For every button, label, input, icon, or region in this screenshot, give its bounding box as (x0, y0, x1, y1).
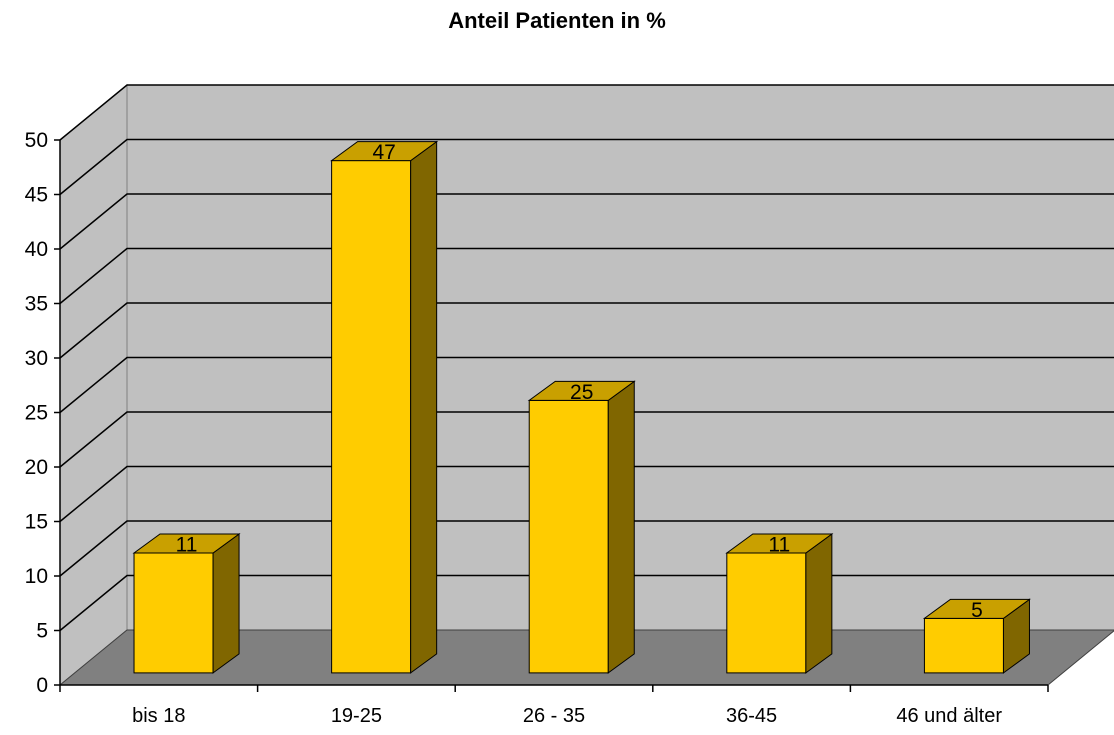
gridline (59, 356, 1114, 414)
y-tick-label: 5 (36, 620, 48, 643)
bar-top (922, 598, 1031, 619)
y-tick-label: 40 (25, 238, 48, 261)
bar (528, 399, 609, 674)
y-tick-label: 10 (25, 565, 48, 588)
bar (133, 552, 214, 674)
y-tick-label: 45 (25, 184, 48, 207)
chart-title: Anteil Patienten in % (448, 8, 666, 33)
x-tick-label: 36-45 (726, 705, 777, 727)
x-tick-label: 46 und älter (896, 705, 1002, 727)
y-tick-label: 25 (25, 402, 48, 425)
bars (132, 140, 1031, 674)
x-tick-label: 26 - 35 (523, 705, 585, 727)
data-label: 11 (176, 534, 198, 557)
gridline (59, 138, 1114, 196)
y-tick-label: 15 (25, 511, 48, 534)
gridline (59, 302, 1114, 359)
data-label: 11 (768, 534, 790, 557)
y-tick-label: 20 (25, 456, 48, 479)
y-tick-label: 30 (25, 347, 48, 370)
x-tick-label: 19-25 (331, 705, 382, 727)
data-labels: 11 47 25 11 5 (176, 141, 983, 622)
gridline (59, 411, 1114, 468)
bar-side (805, 533, 833, 674)
bar-top (527, 380, 636, 401)
axes: 0 5 10 15 20 25 30 35 40 45 50 bis 18 19-25 26 - 35 36… (25, 129, 1049, 727)
data-label: 47 (372, 141, 395, 164)
y-tick-label: 50 (25, 129, 48, 152)
gridline (59, 247, 1114, 305)
bar-side (212, 533, 240, 674)
data-label: 5 (971, 599, 983, 622)
bar-side (410, 140, 438, 674)
gridline (59, 193, 1114, 250)
gridline (59, 520, 1114, 577)
bar-top (132, 533, 241, 554)
x-tick-label: bis 18 (132, 705, 185, 727)
gridline (59, 84, 1114, 141)
bar-side (607, 380, 635, 674)
gridlines (59, 84, 1114, 632)
y-tick-label: 0 (36, 674, 48, 697)
bar (331, 160, 412, 674)
gridline (59, 465, 1114, 523)
bar (923, 617, 1004, 674)
bar (726, 552, 807, 674)
data-label: 25 (570, 381, 593, 404)
bar-top (330, 141, 439, 162)
y-tick-label: 35 (25, 293, 48, 316)
bar-top (725, 533, 834, 554)
